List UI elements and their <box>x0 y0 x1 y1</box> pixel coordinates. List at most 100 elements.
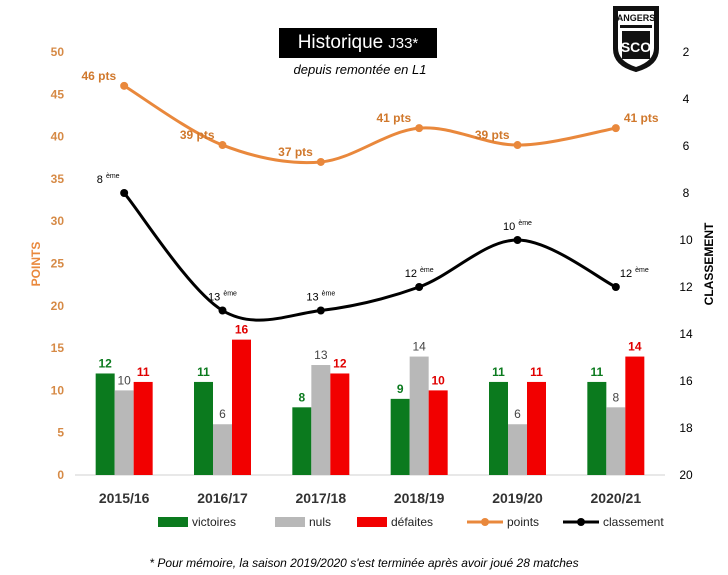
y-tick-label: 40 <box>51 130 65 144</box>
y-tick-label: 45 <box>51 87 65 101</box>
marker-classement <box>218 306 227 315</box>
data-label-rank: 13 <box>208 292 223 304</box>
y-tick-label: 10 <box>51 383 65 397</box>
y-tick-label: 5 <box>57 426 64 440</box>
marker-points <box>611 124 620 133</box>
y2-tick-label: 16 <box>679 374 693 388</box>
y2-axis-label: CLASSEMENT <box>702 222 716 305</box>
legend-label-points: points <box>507 515 539 529</box>
bar-label-nuls: 10 <box>117 373 131 387</box>
bar-nuls <box>213 424 232 475</box>
data-label-points: 39 pts <box>475 128 510 142</box>
data-label-rank: 12 <box>620 268 635 280</box>
bar-victoires <box>587 381 607 475</box>
y-tick-label: 20 <box>51 299 65 313</box>
bar-défaites <box>428 390 448 475</box>
chart-subtitle: depuis remontée en L1 <box>293 62 427 77</box>
bar-défaites <box>625 356 645 475</box>
legend-label-défaites: défaites <box>391 515 433 529</box>
x-tick-label: 2016/17 <box>197 490 248 506</box>
marker-points <box>120 81 129 90</box>
data-label-classement: 8 ème <box>97 173 120 186</box>
marker-points <box>218 141 227 150</box>
x-tick-label: 2020/21 <box>591 490 642 506</box>
data-label-points: 46 pts <box>81 69 116 83</box>
chart-title-text: Historique <box>297 32 384 53</box>
y-axis-label: POINTS <box>29 242 43 287</box>
footnote: * Pour mémoire, la saison 2019/2020 s'es… <box>149 556 579 570</box>
y2-tick-label: 2 <box>683 45 690 59</box>
data-label-points: 41 pts <box>376 111 411 125</box>
marker-points <box>316 157 325 166</box>
bar-défaites <box>527 381 546 475</box>
bar-victoires <box>292 407 312 475</box>
bar-défaites <box>133 381 153 475</box>
data-label-classement: 13 ème <box>208 291 237 304</box>
line-points <box>123 84 617 165</box>
bar-label-défaites: 14 <box>628 340 642 354</box>
legend-swatch-défaites <box>357 517 387 527</box>
bar-label-nuls: 8 <box>612 390 619 404</box>
bar-label-défaites: 10 <box>431 373 445 387</box>
marker-classement <box>120 189 129 197</box>
bar-label-nuls: 6 <box>514 407 521 421</box>
data-label-classement: 12 ème <box>620 267 649 280</box>
x-tick-label: 2018/19 <box>394 490 445 506</box>
bar-label-victoires: 9 <box>397 382 404 396</box>
marker-points <box>415 124 424 133</box>
y2-tick-label: 10 <box>679 233 693 247</box>
data-label-classement: 12 ème <box>405 267 434 280</box>
data-label-rank: 12 <box>405 268 420 280</box>
legend-label-classement: classement <box>603 515 664 529</box>
data-label-rank-suffix: ème <box>223 291 237 298</box>
bar-label-victoires: 12 <box>98 356 112 370</box>
bar-label-victoires: 8 <box>298 390 305 404</box>
data-label-points: 39 pts <box>180 128 215 142</box>
legend-swatch-nuls <box>275 517 305 527</box>
bar-label-défaites: 11 <box>530 365 543 379</box>
marker-classement <box>316 306 325 315</box>
bar-label-défaites: 11 <box>137 365 150 379</box>
marker-classement <box>611 283 620 291</box>
bar-label-victoires: 11 <box>197 365 210 379</box>
legend-swatch-victoires <box>158 517 188 527</box>
data-label-points: 41 pts <box>624 111 659 125</box>
data-label-rank-suffix: ème <box>420 267 434 274</box>
x-tick-label: 2019/20 <box>492 490 543 506</box>
bar-victoires <box>194 381 213 475</box>
x-tick-label: 2017/18 <box>296 490 347 506</box>
bar-label-victoires: 11 <box>492 365 505 379</box>
bar-victoires <box>95 373 115 475</box>
bar-label-nuls: 6 <box>219 407 226 421</box>
y-tick-label: 35 <box>51 172 65 186</box>
bar-nuls <box>114 390 134 475</box>
legend-label-nuls: nuls <box>309 515 331 529</box>
bar-label-nuls: 13 <box>314 348 328 362</box>
y2-tick-label: 20 <box>679 468 693 482</box>
y2-tick-label: 12 <box>679 280 693 294</box>
legend-label-victoires: victoires <box>192 515 236 529</box>
data-label-classement: 13 ème <box>306 291 335 304</box>
y2-tick-label: 14 <box>679 327 693 341</box>
club-logo: ANGERS SCO <box>613 6 659 73</box>
bar-victoires <box>489 381 508 475</box>
bar-défaites <box>232 339 251 475</box>
marker-classement <box>415 283 424 291</box>
bar-label-nuls: 14 <box>412 340 426 354</box>
data-label-points: 37 pts <box>278 145 313 159</box>
data-label-rank-suffix: ème <box>106 173 120 180</box>
marker-classement <box>513 236 522 244</box>
y-tick-label: 30 <box>51 214 65 228</box>
line-classement <box>123 192 617 322</box>
bar-label-victoires: 11 <box>590 365 603 379</box>
data-label-rank-suffix: ème <box>518 220 532 227</box>
chart-title-suffix: J33* <box>388 34 419 52</box>
logo-text: ANGERS <box>617 13 656 23</box>
x-tick-label: 2015/16 <box>99 490 150 506</box>
y-tick-label: 50 <box>51 45 65 59</box>
legend-marker-classement <box>577 518 585 526</box>
y-tick-label: 15 <box>51 341 65 355</box>
y-tick-label: 0 <box>57 468 64 482</box>
legend-marker-points <box>481 518 489 526</box>
